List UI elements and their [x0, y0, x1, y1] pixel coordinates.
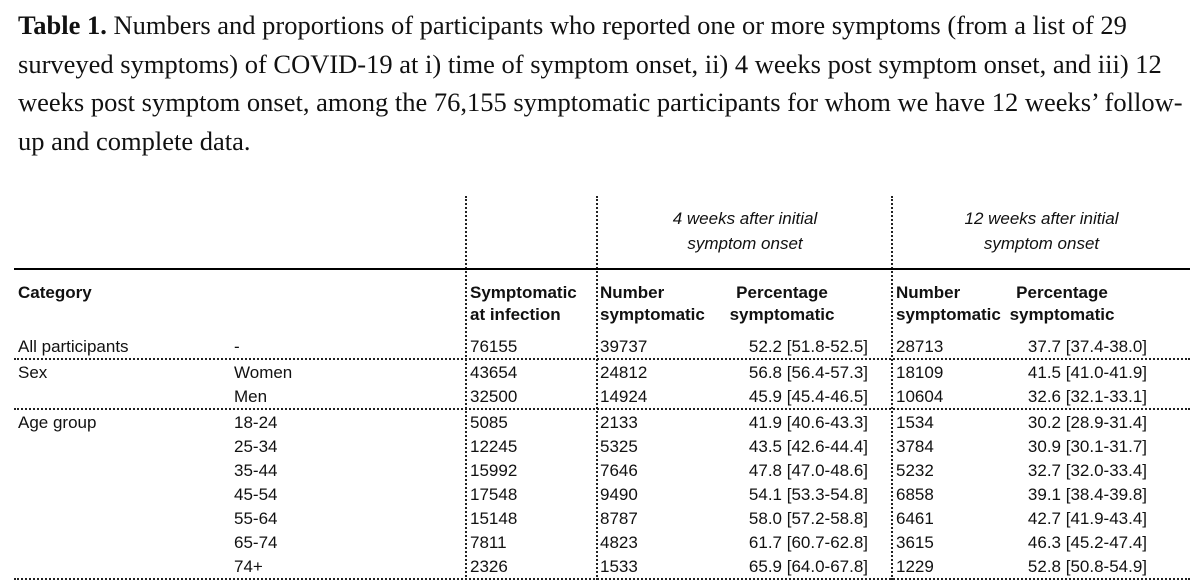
table-cell-4w-number: 5325: [600, 437, 638, 456]
table-cell-infection: 17548: [470, 485, 518, 504]
caption-text: Numbers and proportions of participants …: [18, 10, 1183, 156]
table-cell-4w-number: 24812: [600, 363, 648, 382]
caption-lead: Table 1.: [18, 10, 107, 40]
table-cell-subgroup: 25-34: [234, 437, 278, 456]
table-cell-12w-number: 6461: [896, 509, 934, 528]
table-cell-4w-percentage: 52.2 [51.8-52.5]: [748, 337, 868, 356]
table-cell-4w-number: 39737: [600, 337, 648, 356]
row-divider: [14, 358, 1190, 360]
table-cell-4w-number: 1533: [600, 557, 638, 576]
header-12w-number-line2: symptomatic: [896, 305, 1001, 324]
table-cell-subgroup: Women: [234, 363, 293, 382]
table-cell-12w-number: 1534: [896, 413, 934, 432]
table-cell-4w-number: 14924: [600, 387, 648, 406]
header-category: Category: [18, 283, 92, 302]
group-header-12-weeks-line1: 12 weeks after initial: [964, 209, 1119, 228]
table-cell-subgroup: 45-54: [234, 485, 278, 504]
table-cell-12w-percentage: 37.7 [37.4-38.0]: [1027, 337, 1147, 356]
table-cell-12w-percentage: 30.9 [30.1-31.7]: [1027, 437, 1147, 456]
table-cell-12w-number: 6858: [896, 485, 934, 504]
table-cell-4w-number: 9490: [600, 485, 638, 504]
table-cell-infection: 15992: [470, 461, 518, 480]
header-4w-number-line2: symptomatic: [600, 305, 705, 324]
table-cell-4w-number: 2133: [600, 413, 638, 432]
group-header-12-weeks: 12 weeks after initial symptom onset: [893, 206, 1190, 256]
table-cell-12w-number: 3784: [896, 437, 934, 456]
table-cell-subgroup: 35-44: [234, 461, 278, 480]
table-cell-4w-percentage: 43.5 [42.6-44.4]: [748, 437, 868, 456]
table-cell-infection: 15148: [470, 509, 518, 528]
table-cell-12w-percentage: 32.6 [32.1-33.1]: [1027, 387, 1147, 406]
table-cell-subgroup: -: [234, 337, 240, 356]
header-4w-pct-line1: Percentage: [736, 283, 828, 302]
header-4w-number-line1: Number: [600, 283, 665, 302]
table-cell-infection: 2326: [470, 557, 508, 576]
group-header-12-weeks-line2: symptom onset: [983, 234, 1100, 253]
group-header-4-weeks-line1: 4 weeks after initial: [672, 209, 818, 228]
table-cell-subgroup: Men: [234, 387, 268, 406]
table-cell-4w-percentage: 45.9 [45.4-46.5]: [748, 387, 868, 406]
table-cell-subgroup: 55-64: [234, 509, 278, 528]
column-divider-4-weeks: [596, 196, 598, 580]
table-cell-12w-percentage: 42.7 [41.9-43.4]: [1027, 509, 1147, 528]
table-cell-12w-number: 28713: [896, 337, 944, 356]
header-4w-percentage: Percentage symptomatic: [720, 282, 844, 326]
table-cell-4w-number: 4823: [600, 533, 638, 552]
header-4w-pct-line2: symptomatic: [729, 305, 835, 324]
header-infection-line2: at infection: [470, 305, 561, 324]
column-divider-infection: [465, 196, 467, 580]
table-cell-4w-percentage: 65.9 [64.0-67.8]: [748, 557, 868, 576]
table-cell-4w-percentage: 54.1 [53.3-54.8]: [748, 485, 868, 504]
table-cell-category: All participants: [18, 337, 129, 356]
table-cell-12w-percentage: 46.3 [45.2-47.4]: [1027, 533, 1147, 552]
table-cell-12w-number: 5232: [896, 461, 934, 480]
header-4w-number: Number symptomatic: [600, 282, 705, 326]
row-divider: [14, 408, 1190, 410]
header-12w-number: Number symptomatic: [896, 282, 1001, 326]
table-cell-infection: 7811: [470, 533, 507, 552]
table-cell-12w-percentage: 39.1 [38.4-39.8]: [1027, 485, 1147, 504]
table-cell-subgroup: 18-24: [234, 413, 278, 432]
table-cell-category: Age group: [18, 413, 97, 432]
header-12w-pct-line1: Percentage: [1016, 283, 1108, 302]
table-cell-subgroup: 74+: [234, 557, 263, 576]
table-cell-infection: 5085: [470, 413, 508, 432]
table-cell-4w-percentage: 58.0 [57.2-58.8]: [748, 509, 868, 528]
header-12w-percentage: Percentage symptomatic: [1000, 282, 1124, 326]
table-cell-infection: 12245: [470, 437, 518, 456]
table-cell-4w-percentage: 56.8 [56.4-57.3]: [748, 363, 868, 382]
table-caption: Table 1. Numbers and proportions of part…: [18, 6, 1188, 160]
table-bottom-rule: [14, 578, 1190, 580]
table-cell-12w-percentage: 30.2 [28.9-31.4]: [1027, 413, 1147, 432]
header-top-rule: [14, 268, 1190, 270]
column-divider-12-weeks: [891, 196, 893, 580]
table-cell-infection: 32500: [470, 387, 518, 406]
table-cell-4w-percentage: 61.7 [60.7-62.8]: [748, 533, 868, 552]
table-cell-infection: 76155: [470, 337, 518, 356]
table-cell-12w-number: 1229: [896, 557, 934, 576]
table-cell-4w-percentage: 41.9 [40.6-43.3]: [748, 413, 868, 432]
table-cell-4w-percentage: 47.8 [47.0-48.6]: [748, 461, 868, 480]
header-infection-line1: Symptomatic: [470, 283, 577, 302]
table-cell-4w-number: 8787: [600, 509, 638, 528]
table-cell-12w-number: 3615: [896, 533, 934, 552]
table-cell-4w-number: 7646: [600, 461, 638, 480]
table-cell-12w-percentage: 52.8 [50.8-54.9]: [1027, 557, 1147, 576]
table-cell-12w-number: 18109: [896, 363, 944, 382]
group-header-4-weeks: 4 weeks after initial symptom onset: [600, 206, 890, 256]
table-cell-subgroup: 65-74: [234, 533, 278, 552]
table-cell-12w-percentage: 32.7 [32.0-33.4]: [1027, 461, 1147, 480]
header-symptomatic-at-infection: Symptomatic at infection: [470, 282, 577, 326]
group-header-4-weeks-line2: symptom onset: [687, 234, 803, 253]
table-cell-12w-percentage: 41.5 [41.0-41.9]: [1027, 363, 1147, 382]
table-cell-category: Sex: [18, 363, 48, 382]
table-cell-12w-number: 10604: [896, 387, 944, 406]
header-12w-number-line1: Number: [896, 283, 961, 302]
table-cell-infection: 43654: [470, 363, 518, 382]
header-12w-pct-line2: symptomatic: [1009, 305, 1115, 324]
